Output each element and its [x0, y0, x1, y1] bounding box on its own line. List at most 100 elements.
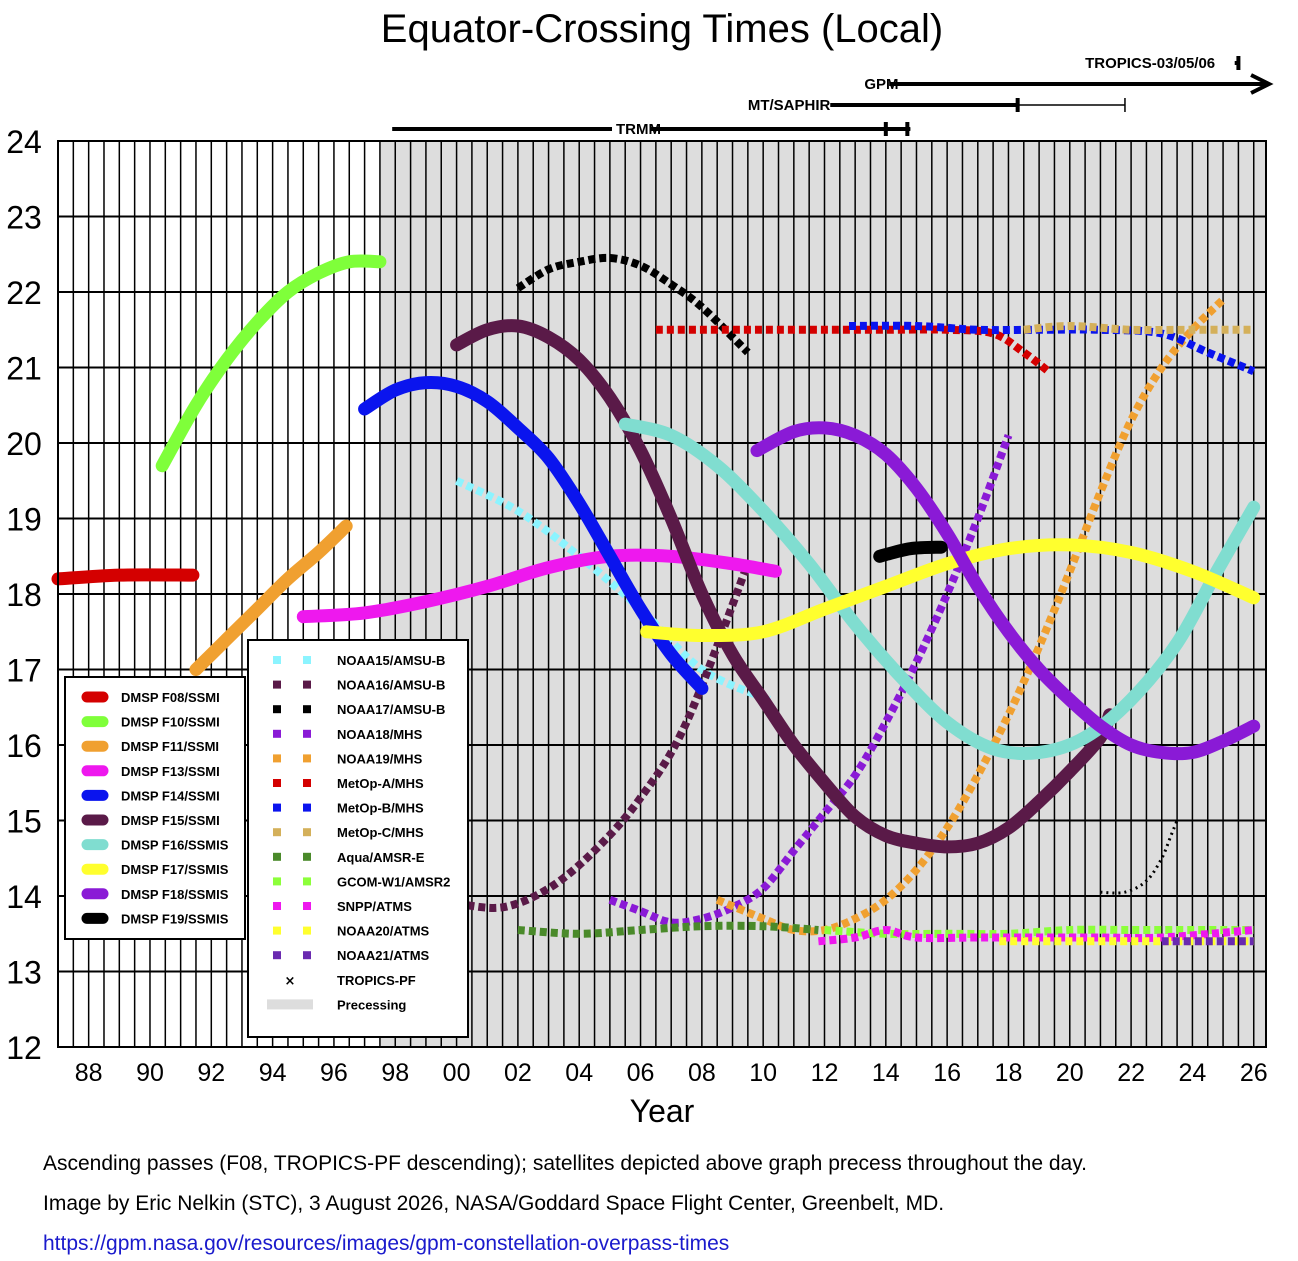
y-tick-label: 21	[6, 351, 42, 387]
legend-entry-tropics-pf: × TROPICS-PF	[285, 973, 416, 989]
bar-tropics-03-05-06: TROPICS-03/05/06	[1081, 54, 1241, 72]
legend-sounders: NOAA15/AMSU-B NOAA16/AMSU-B NOAA17/AMSU-B N…	[247, 639, 469, 1038]
y-tick-label: 22	[6, 275, 42, 311]
x-tick-label: 00	[443, 1059, 471, 1087]
legend-entry-noaa15-amsu-b: NOAA15/AMSU-B	[273, 653, 445, 668]
legend-dmsp: DMSP F08/SSMI DMSP F10/SSMI DMSP F11/SSMI D…	[64, 676, 246, 940]
equator-crossing-chart: Equator-Crossing Times (Local) 121314151…	[6, 7, 1274, 1129]
legend-label: DMSP F14/SSMI	[121, 788, 220, 803]
series-dmsp-f15-ssmi	[450, 319, 1117, 854]
y-tick-label: 17	[6, 653, 42, 689]
legend-label: NOAA15/AMSU-B	[337, 653, 445, 668]
legend-entry-dmsp-f16-ssmis: DMSP F16/SSMIS	[81, 838, 229, 853]
legend-entry-noaa19-mhs: NOAA19/MHS	[273, 751, 423, 766]
legend-label: NOAA21/ATMS	[337, 948, 430, 963]
x-tick-label: 06	[627, 1059, 655, 1087]
y-tick-label: 16	[6, 728, 42, 764]
bar-label: MT/SAPHIR	[748, 97, 831, 114]
y-tick-labels: 12 13 14 15 16 17 18 19 20 21 22 23 24	[6, 124, 42, 1066]
legend-entry-dmsp-f13-ssmi: DMSP F13/SSMI	[81, 764, 220, 779]
precessing-satellite-bars: TRMM MT/SAPHIR GPM TROPICS-03/05/06	[392, 54, 1274, 138]
x-tick-label: 10	[749, 1059, 777, 1087]
plot-frame	[57, 140, 1267, 1048]
series-noaa15-amsu-b	[454, 477, 771, 704]
x-axis-label: Year	[630, 1093, 695, 1129]
legend-label: NOAA20/ATMS	[337, 924, 430, 939]
x-tick-label: 26	[1240, 1059, 1268, 1087]
bar-label: TROPICS-03/05/06	[1085, 55, 1215, 72]
legend-box	[247, 639, 469, 1038]
bar-mt-saphir: MT/SAPHIR	[743, 96, 1126, 114]
legend-label: DMSP F17/SSMIS	[121, 862, 229, 877]
y-tick-label: 20	[6, 426, 42, 462]
x-tick-label: 18	[995, 1059, 1023, 1087]
legend-label: DMSP F18/SSMIS	[121, 887, 229, 902]
x-tick-label: 14	[872, 1059, 900, 1087]
cross-marker: ×	[285, 974, 296, 989]
x-tick-label: 02	[504, 1059, 532, 1087]
legend-entry-noaa16-amsu-b: NOAA16/AMSU-B	[273, 678, 445, 693]
x-tick-label: 94	[259, 1059, 287, 1087]
y-tick-label: 19	[6, 502, 42, 538]
bar-label-bg	[612, 120, 651, 135]
series-dmsp-f16-ssmis	[618, 417, 1261, 760]
legend-label: NOAA16/AMSU-B	[337, 678, 445, 693]
legend-label: NOAA18/MHS	[337, 727, 423, 742]
y-tick-label: 18	[6, 577, 42, 613]
legend-label: MetOp-B/MHS	[337, 801, 424, 816]
caption-link[interactable]: https://gpm.nasa.gov/resources/images/gp…	[43, 1232, 730, 1255]
series-dmsp-f19-ssmis	[873, 540, 948, 563]
legend-label: GCOM-W1/AMSR2	[337, 874, 450, 889]
legend-entry-aqua-amsr-e: Aqua/AMSR-E	[273, 850, 425, 865]
legend-label: Precessing	[337, 997, 406, 1012]
legend-entry-dmsp-f08-ssmi: DMSP F08/SSMI	[81, 690, 220, 705]
legend-entry-dmsp-f18-ssmis: DMSP F18/SSMIS	[81, 887, 229, 902]
legend-entry-dmsp-f19-ssmis: DMSP F19/SSMIS	[81, 911, 229, 926]
series-dmsp-f10-ssmi	[155, 254, 387, 473]
x-tick-label: 04	[565, 1059, 593, 1087]
legend-entry-dmsp-f15-ssmi: DMSP F15/SSMI	[81, 813, 220, 828]
legend-label: MetOp-C/MHS	[337, 825, 424, 840]
legend-label: Aqua/AMSR-E	[337, 850, 425, 865]
y-tick-label: 13	[6, 955, 42, 991]
series-dmsp-f14-ssmi	[358, 375, 709, 695]
legend-label: TROPICS-PF	[337, 973, 416, 988]
legend-label: DMSP F19/SSMIS	[121, 911, 229, 926]
legend-entry-dmsp-f17-ssmis: DMSP F17/SSMIS	[81, 862, 229, 877]
x-tick-label: 22	[1117, 1059, 1145, 1087]
series-metop-b-mhs	[848, 321, 1256, 375]
legend-label: SNPP/ATMS	[337, 899, 412, 914]
series-gcom-w1-amsr2	[824, 925, 1254, 939]
x-tick-label: 98	[381, 1059, 409, 1087]
legend-label: MetOp-A/MHS	[337, 776, 424, 791]
x-tick-label: 16	[933, 1059, 961, 1087]
x-tick-labels: 88 90 92 94 96 98 00 02 04 06 08 10 12 14 16 18 20 22 24 26	[75, 1059, 1268, 1087]
caption-credit: Image by Eric Nelkin (STC), 3 August 202…	[43, 1192, 945, 1215]
legend-label: DMSP F13/SSMI	[121, 764, 220, 779]
bar-trmm: TRMM	[392, 120, 911, 138]
legend-entry-snpp-atms: SNPP/ATMS	[273, 899, 412, 914]
legend-entry-metop-c-mhs: MetOp-C/MHS	[273, 825, 424, 840]
series-layer	[51, 253, 1261, 946]
x-tick-label: 90	[136, 1059, 164, 1087]
x-tick-label: 08	[688, 1059, 716, 1087]
series-dmsp-f11-ssmi	[189, 519, 353, 676]
legend-entry-noaa20-atms: NOAA20/ATMS	[273, 924, 430, 939]
series-dmsp-f08-ssmi	[51, 568, 200, 586]
y-tick-label: 12	[6, 1030, 42, 1066]
legend-label: DMSP F08/SSMI	[121, 690, 220, 705]
legend-label: NOAA17/AMSU-B	[337, 702, 445, 717]
series-noaa19-mhs	[715, 296, 1226, 936]
legend-label: DMSP F10/SSMI	[121, 715, 220, 730]
series-metop-a-mhs	[655, 325, 1051, 375]
x-tick-label: 24	[1179, 1059, 1207, 1087]
bar-label-bg	[860, 75, 890, 90]
x-tick-label: 96	[320, 1059, 348, 1087]
legend-entry-dmsp-f11-ssmi: DMSP F11/SSMI	[81, 739, 219, 754]
y-tick-label: 24	[6, 124, 42, 160]
caption-passes: Ascending passes (F08, TROPICS-PF descen…	[43, 1152, 1087, 1175]
y-tick-label: 23	[6, 200, 42, 236]
series-aqua-amsr-e	[517, 921, 819, 938]
bar-gpm: GPM	[860, 73, 1274, 95]
legend-entry-metop-b-mhs: MetOp-B/MHS	[273, 801, 424, 816]
